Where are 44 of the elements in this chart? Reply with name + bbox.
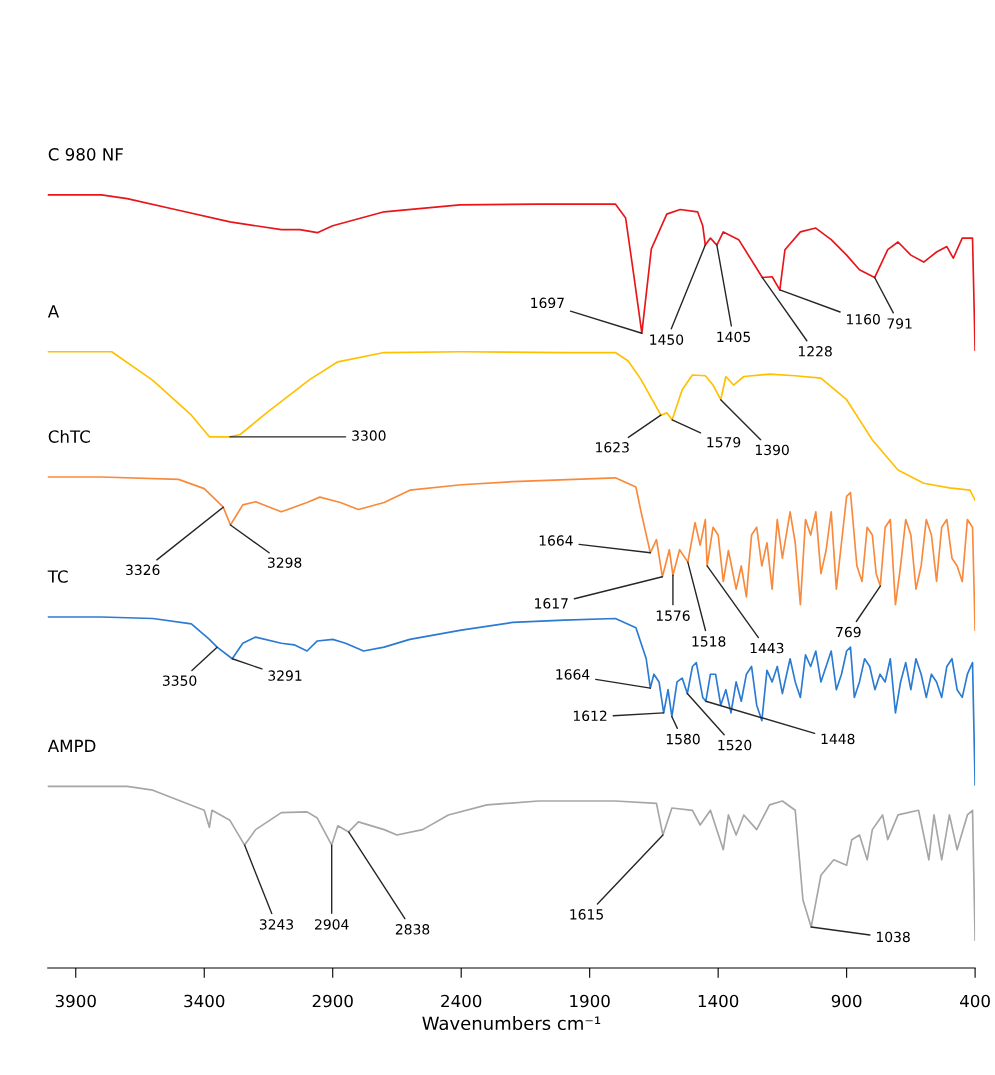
annotation: 1390 <box>755 444 789 456</box>
annotation: 1580 <box>666 733 700 745</box>
annotation: 1038 <box>876 931 910 943</box>
annotation: 3243 <box>259 919 294 930</box>
x-tick-label: 2900 <box>312 994 353 1008</box>
text: ChTC <box>48 429 90 443</box>
annotation: 1579 <box>707 436 741 448</box>
x-tick-label: 2400 <box>441 994 482 1008</box>
annotation: 1612 <box>573 710 607 722</box>
text: C 980 NF <box>48 148 123 161</box>
annotation: 1617 <box>535 598 568 609</box>
annotation: 1623 <box>596 442 629 453</box>
annotation: 1615 <box>570 909 603 920</box>
annotation: 3350 <box>162 675 197 686</box>
annotation: 769 <box>836 626 861 638</box>
annotation: 1443 <box>750 642 784 654</box>
text: A <box>47 305 60 318</box>
annotation: 1448 <box>821 733 855 745</box>
annotation: 1450 <box>650 334 684 345</box>
annotation: 2838 <box>395 924 430 935</box>
x-tick-label: 3400 <box>184 994 225 1008</box>
x-tick-label: 3900 <box>55 994 96 1008</box>
text: AMPD <box>47 739 96 752</box>
x-tick-label: 1900 <box>570 994 610 1008</box>
x-tick-label: 900 <box>831 994 862 1008</box>
annotation: 1518 <box>692 636 726 647</box>
annotation: 3298 <box>268 557 302 568</box>
annotation: 1664 <box>539 535 573 546</box>
text: TC <box>47 570 68 583</box>
annotation: 1228 <box>798 346 832 357</box>
annotation: 1576 <box>656 610 690 621</box>
annotation: 1405 <box>717 331 750 343</box>
annotation: 1160 <box>847 313 880 325</box>
annotation: 791 <box>887 318 912 329</box>
annotation: 1697 <box>531 297 564 309</box>
annotation: 1520 <box>718 739 752 751</box>
annotation: 2904 <box>315 919 349 930</box>
annotation: 1664 <box>556 669 590 680</box>
x-axis-title: Wavenumbers cm⁻¹ <box>422 1016 601 1031</box>
x-tick-label: 400 <box>960 994 990 1008</box>
annotation: 3300 <box>352 430 386 441</box>
x-tick-label: 1400 <box>698 994 739 1008</box>
annotation: 3326 <box>126 564 160 576</box>
annotation: 3291 <box>268 670 302 681</box>
